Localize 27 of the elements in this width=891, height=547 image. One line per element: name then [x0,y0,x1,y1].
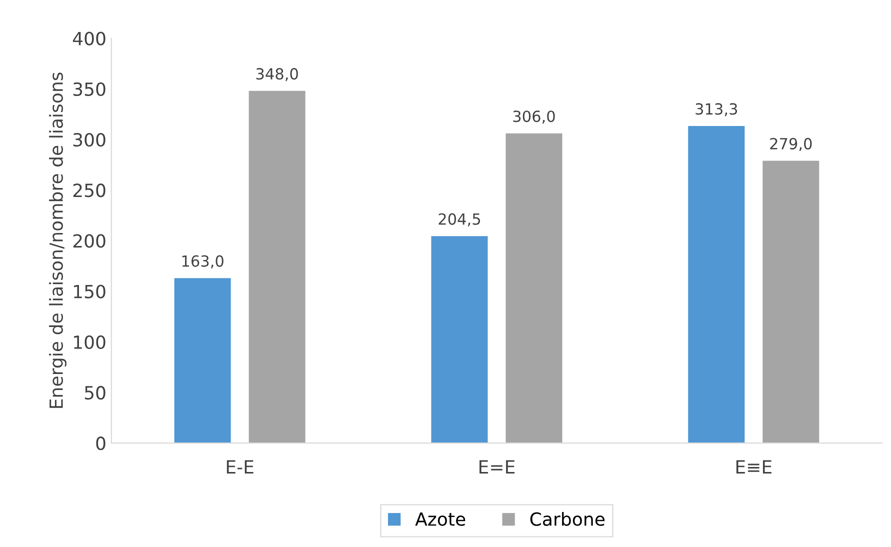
bar [506,133,562,444]
data-label: 163,0 [182,255,224,268]
data-label: 204,5 [438,213,480,226]
y-tick-label: 100 [74,335,106,349]
bar [174,278,231,444]
y-tick-label: 250 [73,184,106,198]
y-tick-label: 400 [72,32,106,46]
x-tick-label: E≡E [736,460,772,474]
y-tick-label: 350 [73,82,106,96]
legend-label: Azote [415,512,466,526]
y-tick-label: 200 [73,234,106,248]
data-label: 306,0 [513,110,555,124]
bar [688,126,745,444]
y-axis-title: Energie de liaison/nombre de liaisons [49,72,66,408]
legend-label: Carbone [530,512,605,526]
data-label: 348,0 [256,68,298,82]
bar [431,236,488,444]
data-label: 279,0 [770,138,812,151]
data-label: 313,3 [696,103,738,116]
y-tick-label: 0 [96,436,106,450]
bar [762,160,820,444]
x-tick-label: E=E [480,460,515,474]
y-tick-label: 300 [73,132,106,147]
y-tick-label: 50 [84,386,106,400]
y-tick-label: 150 [74,284,106,298]
x-tick-label: E-E [226,460,254,474]
bar [248,90,306,444]
